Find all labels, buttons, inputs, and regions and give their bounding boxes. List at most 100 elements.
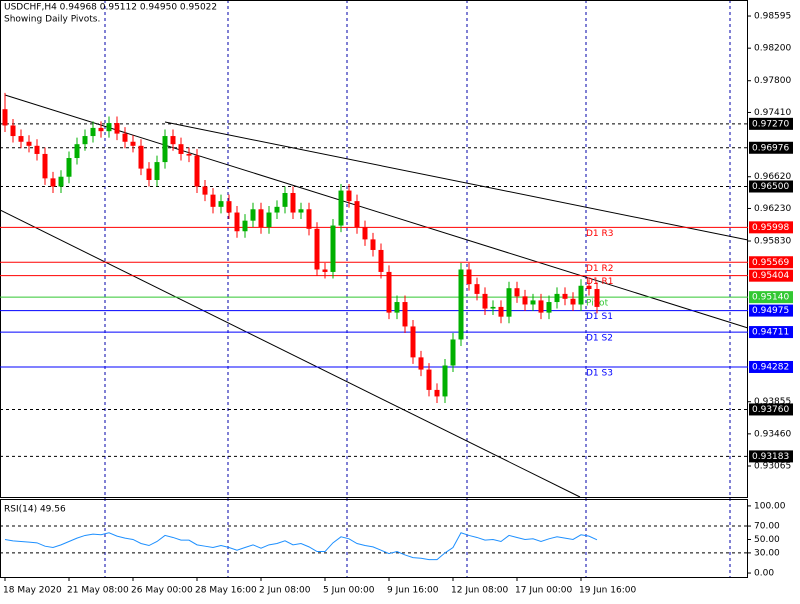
candle-body [114,123,120,134]
price-box-label: 0.94282 [752,362,789,372]
price-box-label: 0.94711 [752,328,789,338]
y-tick-label: 0.93855 [754,397,791,407]
candle-body [18,136,24,142]
price-box [749,450,793,463]
candle-body [370,239,376,250]
candle-body [290,193,296,213]
candle-body [330,225,336,272]
y-tick-label: 0.95830 [754,237,791,247]
price-box [749,117,793,130]
pivot-name: D1 S1 [586,312,613,322]
x-tick-label: 18 May 2020 [3,586,62,596]
candle-body [106,123,112,132]
candle-body [90,127,96,137]
candle-body [378,249,384,272]
x-tick-label: 17 Jun 00:00 [515,586,572,596]
candle-body [482,293,488,309]
price-box [749,291,793,304]
candle-body [402,302,408,327]
x-tick-label: 21 May 08:00 [67,586,129,596]
price-box [749,326,793,339]
y-tick-label: 0.97800 [754,76,791,86]
candle-body [354,201,360,228]
pivot-name: D1 R2 [586,264,614,274]
candle-body [146,168,152,180]
candle-body [98,127,104,132]
price-box [749,304,793,317]
y-tick-label: 0.93460 [754,429,791,439]
y-tick-label: 70.00 [754,522,780,532]
price-box-label: 0.95569 [752,258,789,268]
price-box [749,256,793,269]
rsi-title: RSI(14) 49.56 [4,505,66,515]
pivot-name: D1 R3 [586,229,614,239]
candle-body [498,306,504,317]
price-box-label: 0.93760 [752,405,789,415]
candle-body [194,155,200,187]
candle-body [266,212,272,228]
price-box-label: 0.95998 [752,223,789,233]
price-box-label: 0.96500 [752,182,789,192]
candle-body [538,300,544,313]
y-tick-label: 0.96230 [754,204,791,214]
candle-body [26,141,32,146]
candle-body [282,193,288,207]
candle-body [186,153,192,156]
candle-body [2,109,8,126]
candle-body [506,288,512,317]
candle-body [490,306,496,309]
candle-body [226,201,232,213]
candle-body [426,369,432,390]
y-tick-label: 50.00 [754,535,780,545]
pivot-name: D1 R1 [586,277,614,287]
candle-body [586,285,592,290]
candle-body [522,296,528,305]
x-tick-label: 2 Jun 08:00 [259,586,311,596]
y-tick-label: 0.00 [754,569,774,579]
candle-body [578,285,584,305]
candle-body [42,153,48,179]
y-tick-label: 0.98595 [754,12,791,22]
candle-body [418,357,424,370]
price-box-label: 0.93183 [752,452,789,462]
candle-body [210,194,216,207]
candle-body [178,144,184,154]
candle-body [234,212,240,232]
y-tick-label: 0.93065 [754,461,791,471]
candle-body [34,145,40,154]
candle-body [570,298,576,305]
candle-body [66,158,72,177]
candle-body [410,326,416,358]
period-separators [104,0,731,577]
candle-body [442,365,448,397]
candle-body [250,209,256,221]
y-tick-label: 100.00 [754,501,786,511]
candle-body [122,133,128,142]
candle-body [594,289,600,307]
candle-body [162,136,168,163]
candle-body [74,144,80,159]
candle-body [218,201,224,207]
price-box-label: 0.95140 [752,293,789,303]
x-tick-label: 19 Jun 16:00 [579,586,636,596]
frames [0,0,748,578]
candle-body [202,186,208,195]
price-box-label: 0.97270 [752,119,789,129]
candle-body [130,141,136,146]
candle-body [170,136,176,145]
candle-body [386,271,392,313]
candle-body [258,209,264,228]
x-tick-label: 28 May 16:00 [195,586,257,596]
candle-body [346,190,352,202]
candle-body [10,125,16,137]
x-tick-label: 12 Jun 08:00 [451,586,508,596]
candle-body [474,284,480,294]
candle-body [450,339,456,366]
y-tick-label: 0.96620 [754,172,791,182]
y-tick-label: 0.98200 [754,44,791,54]
candle-body [394,302,400,313]
candle-body [50,178,56,187]
candle-body [322,269,328,272]
price-box-label: 0.95404 [752,271,789,281]
